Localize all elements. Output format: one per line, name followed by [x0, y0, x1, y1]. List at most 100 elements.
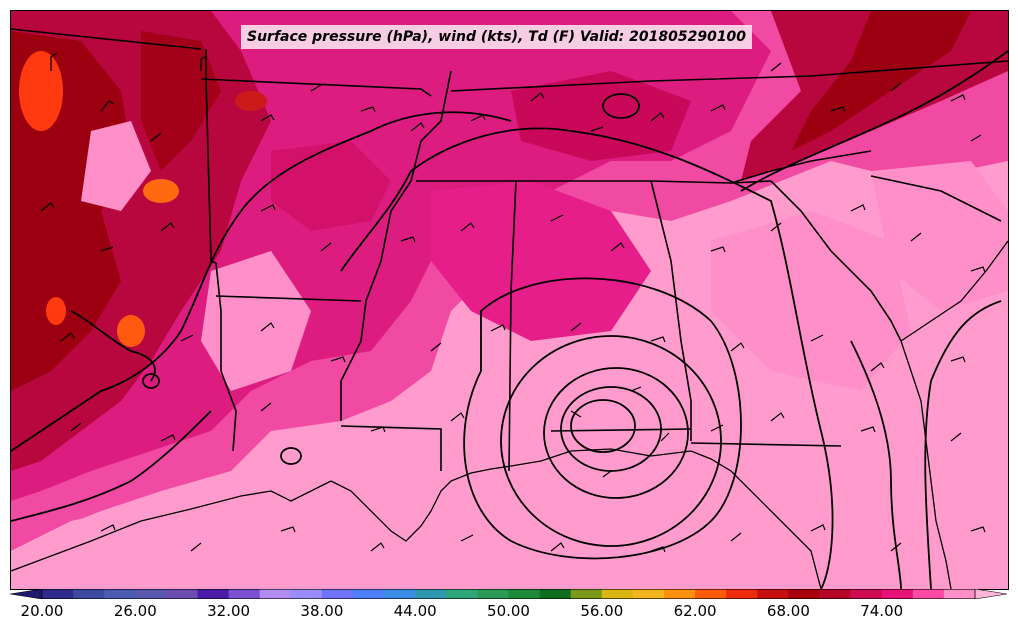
wind-barbs — [40, 52, 986, 553]
dewpoint-light-patch-ms — [81, 121, 151, 211]
colorbar-extend-high — [974, 589, 1007, 599]
isobar-12 — [740, 50, 1008, 192]
colorbar-swatch — [384, 589, 416, 599]
isobar-3 — [543, 367, 689, 499]
coastline — [11, 240, 1008, 589]
border-ga-sc — [770, 180, 902, 342]
isobar-5 — [463, 277, 742, 560]
colorbar-tick-label: 26.00 — [113, 602, 157, 620]
colorbar-tick-label: 50.00 — [487, 602, 530, 620]
colorbar-outline — [41, 589, 976, 599]
colorbar-tick-label: 32.00 — [207, 602, 251, 620]
colorbar-swatch — [508, 589, 541, 599]
colorbar-swatch — [446, 589, 478, 599]
border-ms-al — [508, 180, 517, 472]
colorbar-extend-low — [10, 589, 43, 599]
coast-fl-east — [900, 340, 952, 589]
border-la-ms — [340, 425, 442, 471]
coast-ms-al-fl — [510, 448, 822, 589]
colorbar-swatch — [570, 589, 603, 599]
dewpoint-deep-patch-al — [431, 181, 651, 341]
coast-la-delta — [330, 465, 512, 542]
colorbar-swatch — [415, 589, 447, 599]
colorbar-tick-label: 74.00 — [860, 602, 904, 620]
coast-tx-la — [11, 480, 332, 572]
border-nc-sc — [870, 175, 1002, 222]
colorbar-swatch — [321, 589, 354, 599]
colorbar-tick-label: 20.00 — [20, 602, 64, 620]
dewpoint-deep-patch-tn — [271, 141, 391, 231]
colorbar-swatch — [259, 589, 292, 599]
dewpoint-light-patch-la — [201, 251, 311, 391]
dewpoint-region-gulf — [11, 391, 1008, 589]
dewpoint-hotspot-1 — [19, 51, 63, 131]
colorbar-swatch — [850, 589, 883, 599]
colorbar-swatch — [726, 589, 758, 599]
border-ok-ar — [11, 28, 202, 50]
colorbar-tick-label: 68.00 — [766, 602, 810, 620]
isobar-7 — [11, 111, 512, 452]
colorbar-swatch — [757, 589, 789, 599]
colorbar-tick-labels: 20.00 26.00 32.00 38.00 44.00 50.00 56.00 62.00… — [0, 602, 1018, 626]
isobar-small-3 — [142, 373, 160, 389]
isobar-10 — [924, 300, 1002, 589]
isobar-8 — [11, 410, 212, 522]
colorbar-swatch — [197, 589, 230, 599]
colorbar-swatch — [819, 589, 852, 599]
colorbar-swatch — [943, 589, 976, 599]
colorbar-swatch — [788, 589, 820, 599]
colorbar-swatch — [166, 589, 198, 599]
colorbar-swatch — [73, 589, 105, 599]
dewpoint-shading — [11, 11, 1008, 589]
colorbar-swatch — [695, 589, 727, 599]
dewpoint-deep-patch-ky — [511, 71, 691, 161]
dewpoint-region-darkred-ne — [791, 11, 971, 151]
colorbar-swatch — [632, 589, 665, 599]
dewpoint-hotspot-4 — [46, 297, 66, 325]
isobar-4 — [500, 335, 722, 547]
dewpoint-hotspot-3 — [117, 315, 145, 347]
colorbar-swatch — [104, 589, 136, 599]
border-al-ga — [650, 180, 692, 441]
isobar-small-2 — [280, 447, 302, 465]
border-ar-mo — [200, 78, 432, 97]
state-boundaries — [11, 28, 1008, 472]
isobars — [11, 50, 1008, 589]
dewpoint-light-patch-ga — [711, 211, 911, 391]
border-al-fl — [550, 428, 692, 432]
colorbar-swatch — [477, 589, 509, 599]
border-nc-tn — [730, 150, 872, 184]
colorbar-swatch — [601, 589, 634, 599]
colorbar-tick-label: 38.00 — [300, 602, 344, 620]
colorbar-swatch — [664, 589, 696, 599]
isobar-9 — [70, 310, 156, 382]
border-tx-la — [215, 262, 237, 452]
border-ar-la — [215, 295, 362, 302]
dewpoint-hotspot-5 — [235, 91, 267, 111]
colorbar — [10, 589, 1007, 599]
colorbar-swatch — [881, 589, 914, 599]
border-ky-tn — [450, 60, 1008, 92]
map-title: Surface pressure (hPa), wind (kts), Td (… — [241, 25, 753, 49]
border-ar-west — [205, 49, 217, 264]
colorbar-tick-label: 56.00 — [580, 602, 624, 620]
isobar-small-1 — [602, 93, 640, 119]
isobar-inner — [570, 399, 636, 453]
dewpoint-hotspot-2 — [143, 179, 179, 203]
colorbar-swatch — [290, 589, 323, 599]
colorbar-swatch — [912, 589, 945, 599]
colorbar-tick-label: 44.00 — [393, 602, 437, 620]
colorbar-swatch — [42, 589, 74, 599]
isobar-11 — [850, 340, 902, 589]
border-ga-north — [730, 180, 772, 184]
dewpoint-light-patch-sc — [871, 161, 1008, 311]
isobar-6 — [340, 127, 834, 589]
map-panel: Surface pressure (hPa), wind (kts), Td (… — [10, 10, 1009, 590]
colorbar-swatch — [353, 589, 385, 599]
colorbar-swatch — [228, 589, 261, 599]
colorbar-swatch — [135, 589, 167, 599]
border-ga-fl — [690, 442, 842, 447]
coast-sc-nc — [900, 240, 1008, 342]
colorbar-swatch — [539, 589, 572, 599]
border-ms-river — [340, 70, 452, 421]
